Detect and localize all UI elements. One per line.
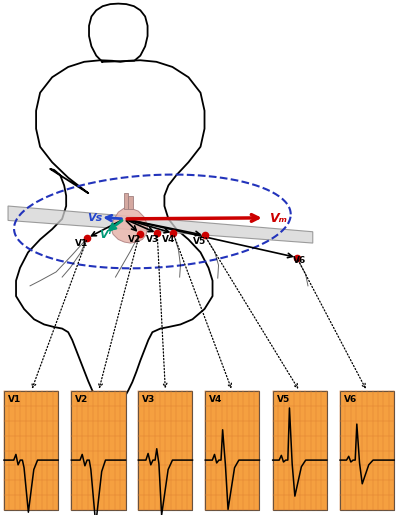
Text: V3: V3: [142, 394, 156, 404]
Text: V1: V1: [75, 239, 89, 248]
Bar: [205, 391, 259, 510]
Text: V2: V2: [75, 394, 89, 404]
Text: Vᵀ: Vᵀ: [99, 230, 113, 240]
Text: V1: V1: [8, 394, 21, 404]
Polygon shape: [8, 206, 313, 243]
Bar: [340, 391, 394, 510]
Text: V4: V4: [209, 394, 223, 404]
Text: Vₘ: Vₘ: [269, 213, 288, 226]
Text: Vs: Vs: [87, 213, 103, 224]
Text: V3: V3: [146, 234, 159, 244]
Text: V6: V6: [344, 394, 357, 404]
Polygon shape: [124, 193, 128, 209]
Bar: [138, 391, 192, 510]
Text: V2: V2: [128, 235, 142, 244]
Text: V5: V5: [277, 394, 290, 404]
Text: V5: V5: [192, 236, 206, 246]
Text: V4: V4: [162, 234, 175, 244]
Bar: [273, 391, 327, 510]
Polygon shape: [128, 196, 133, 209]
Bar: [71, 391, 126, 510]
Polygon shape: [110, 208, 148, 243]
Bar: [4, 391, 58, 510]
Text: V6: V6: [293, 255, 307, 265]
